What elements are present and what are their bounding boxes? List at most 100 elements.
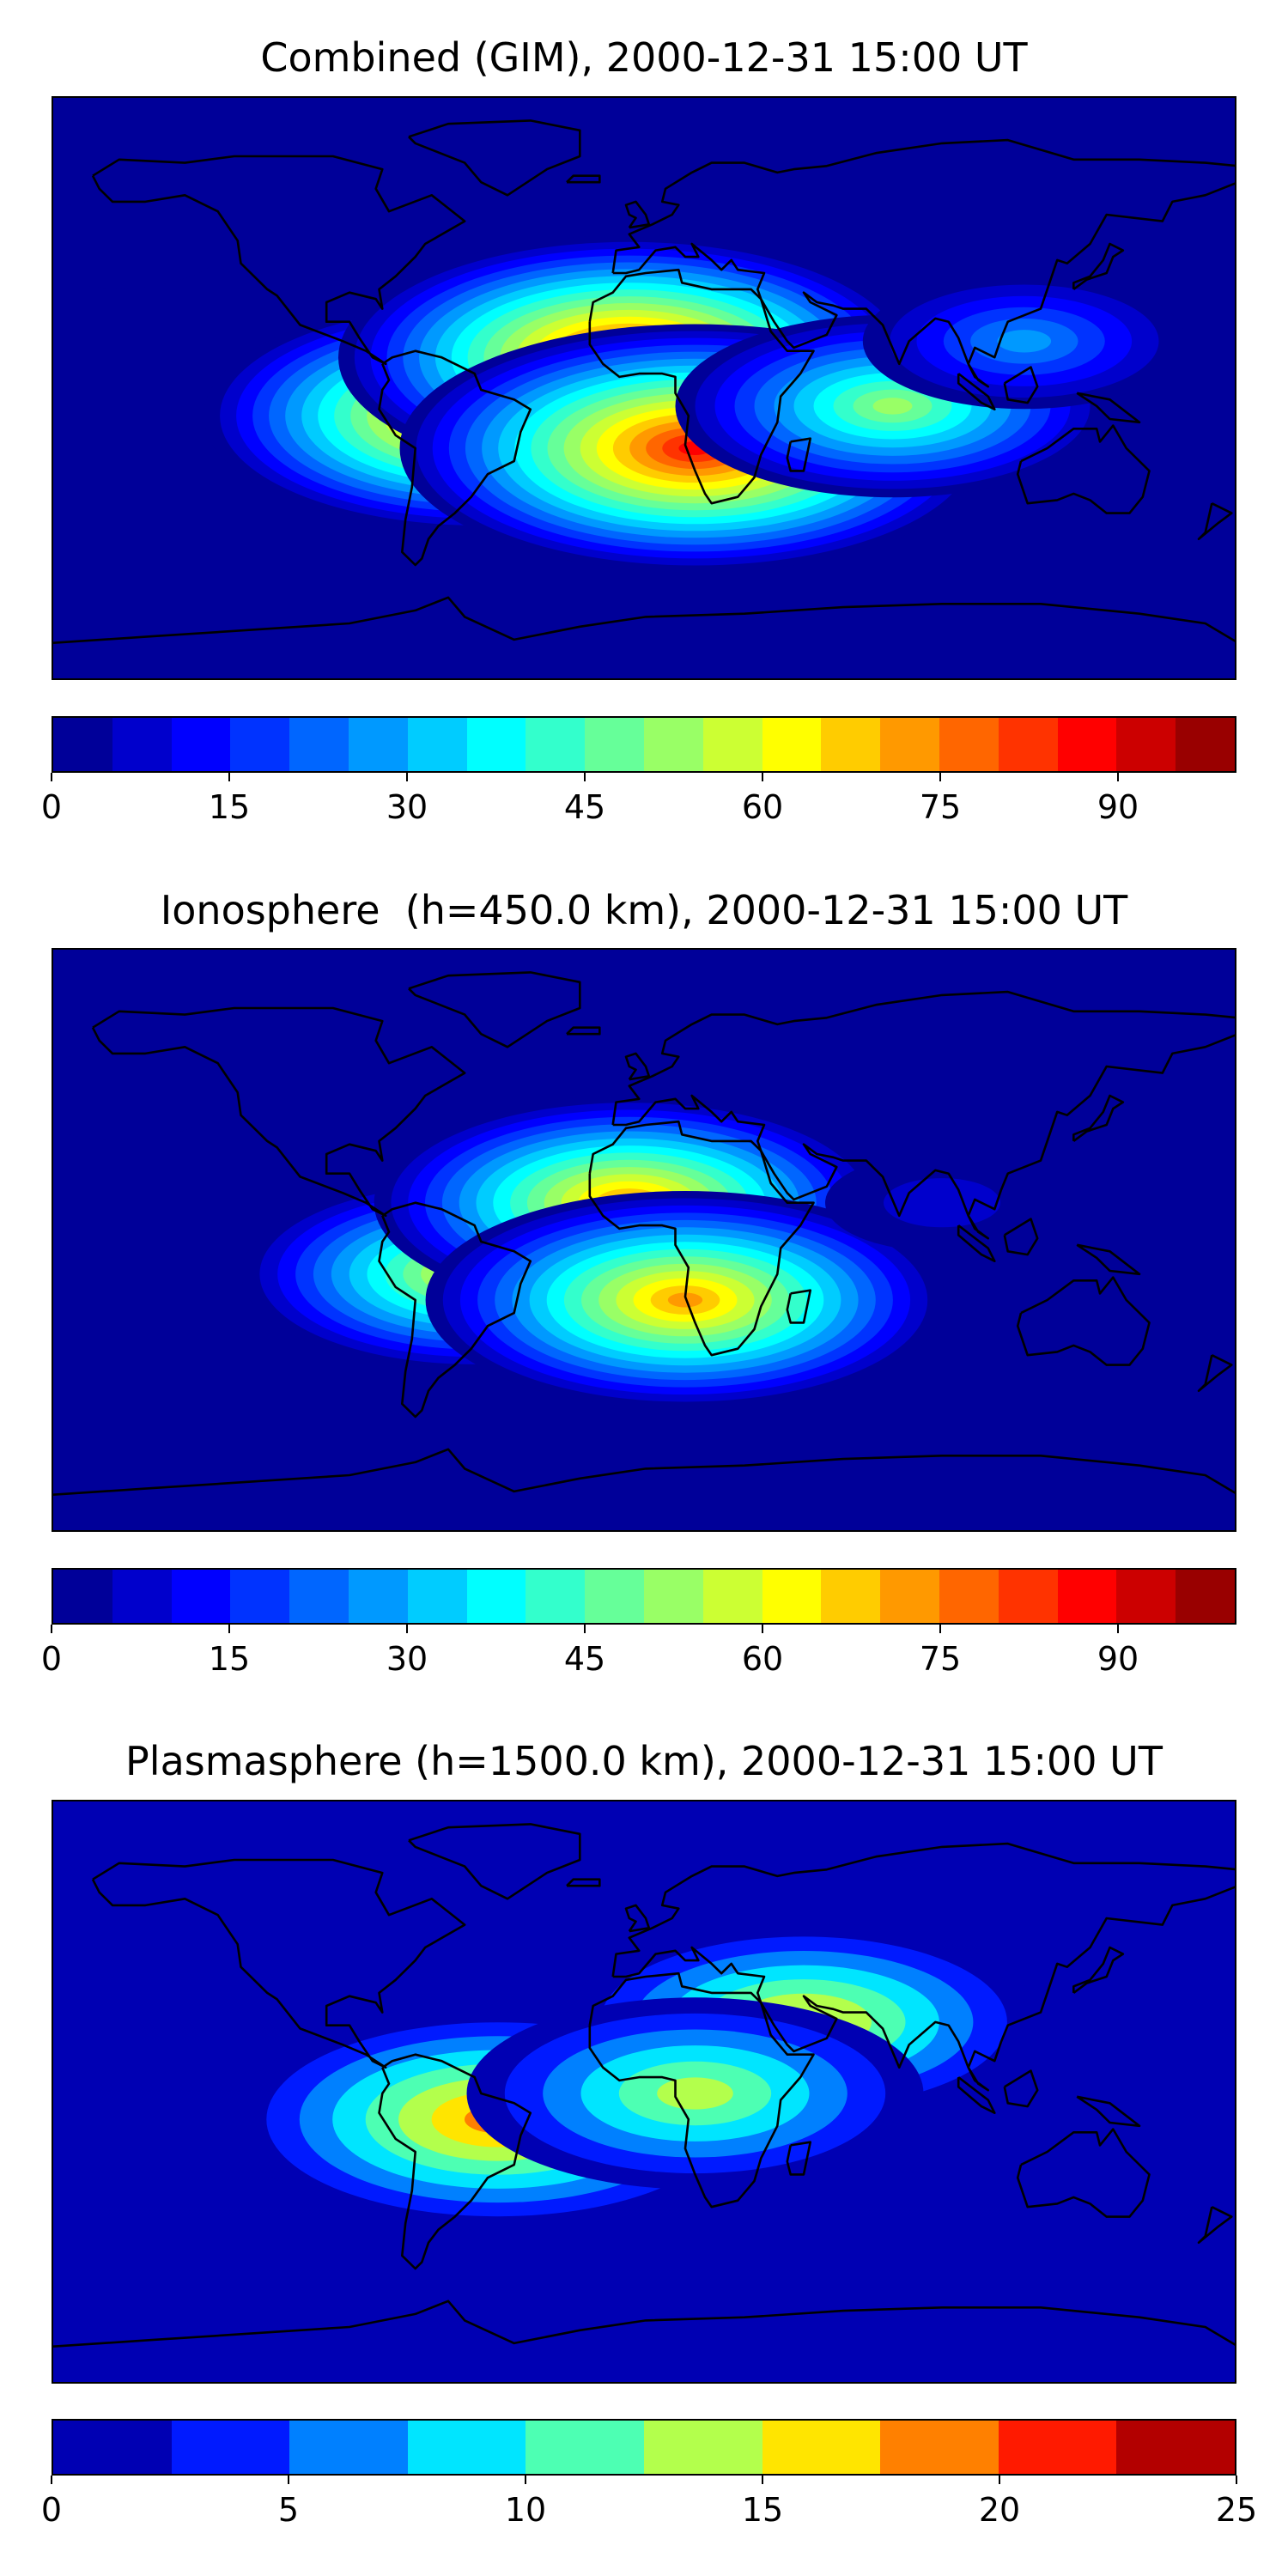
- combined-tick-mark: [762, 773, 763, 781]
- combined-colorbar-level: [289, 718, 349, 771]
- map-panel-combined: [52, 96, 1236, 680]
- plasmasphere-coastline-australia: [1016, 2128, 1151, 2218]
- ionosphere-tick-label: 15: [208, 1640, 251, 1678]
- ionosphere-colorbar-level: [289, 1570, 349, 1623]
- combined-colorbar-level: [939, 718, 999, 771]
- ionosphere-feature-2: [425, 1191, 945, 1409]
- plasmasphere-colorbar-level: [289, 2421, 408, 2474]
- combined-coastline-japan: [1072, 242, 1125, 290]
- combined-colorbar-level: [998, 718, 1058, 771]
- plasmasphere-tick-mark: [999, 2476, 1000, 2484]
- tec-map-combined: [53, 98, 1235, 678]
- combined-tick-label: 60: [741, 788, 784, 826]
- combined-coastline-greenland: [408, 119, 581, 197]
- ionosphere-colorbar-level: [702, 1570, 762, 1623]
- ionosphere-coastline-south-america: [378, 1201, 532, 1419]
- ionosphere-tick-label: 0: [40, 1640, 63, 1678]
- plasmasphere-coastline-eurasia: [611, 1842, 1235, 2092]
- ionosphere-coastline-greenland: [408, 971, 581, 1048]
- plasmasphere-tick-mark: [288, 2476, 289, 2484]
- plasmasphere-feature-2: [466, 1997, 924, 2190]
- combined-tick-label: 0: [40, 788, 63, 826]
- combined-coastline-madagascar: [786, 437, 812, 472]
- plasmasphere-coastline-japan: [1072, 1946, 1125, 1994]
- plasmasphere-colorbar-level: [1116, 2421, 1235, 2474]
- ionosphere-colorbar-level: [407, 1570, 467, 1623]
- plasmasphere-contour-band: [657, 2077, 733, 2110]
- plasmasphere-coastline-sumatra: [957, 2076, 996, 2115]
- combined-colorbar-level: [407, 718, 467, 771]
- combined-contour-band: [53, 199, 225, 289]
- plasmasphere-coastline-antarctica: [53, 2300, 1235, 2348]
- combined-feature-4: [862, 273, 1186, 410]
- combined-colorbar-level: [585, 718, 644, 771]
- plasmasphere-colorbar-level: [526, 2421, 644, 2474]
- combined-coastline-north-america: [91, 155, 466, 366]
- ionosphere-tick-label: 75: [919, 1640, 962, 1678]
- plasmasphere-coastlines: [53, 1823, 1235, 2348]
- ionosphere-coastline-new-guinea: [1076, 1243, 1141, 1276]
- ionosphere-colorbar-level: [1176, 1570, 1235, 1623]
- plasmasphere-colorbar-level: [53, 2421, 172, 2474]
- plasmasphere-coastline-africa: [588, 1971, 815, 2208]
- ionosphere-coastline-new-zealand: [1197, 1354, 1233, 1393]
- ionosphere-colorbar-level: [762, 1570, 822, 1623]
- ionosphere-colorbar-level: [526, 1570, 586, 1623]
- combined-colorbar-level: [702, 718, 762, 771]
- colorbar-ticks-plasmasphere: 0 5 10 15 20 25: [41, 2476, 1257, 2529]
- map-panel-ionosphere: [52, 948, 1236, 1532]
- chart-title-ionosphere: Ionosphere (h=450.0 km), 2000-12-31 15:0…: [160, 887, 1128, 933]
- combined-tick-label: 75: [919, 788, 962, 826]
- plasmasphere-tick-label: 20: [978, 2491, 1021, 2529]
- plasmasphere-tick-mark: [51, 2476, 52, 2484]
- combined-coastlines: [53, 119, 1235, 644]
- combined-colorbar-level: [348, 718, 408, 771]
- combined-tick-label: 30: [386, 788, 428, 826]
- combined-colorbar-level: [230, 718, 290, 771]
- combined-colorbar-level: [1057, 718, 1117, 771]
- combined-tick-label: 45: [563, 788, 606, 826]
- ionosphere-colorbar-level: [1057, 1570, 1117, 1623]
- combined-coastline-uk: [624, 200, 651, 229]
- ionosphere-coastline-australia: [1016, 1276, 1151, 1366]
- colorbar-combined: [52, 716, 1236, 773]
- combined-contour-band: [872, 398, 913, 415]
- ionosphere-coastline-africa: [588, 1120, 815, 1357]
- ionosphere-coastlines: [53, 971, 1235, 1496]
- ionosphere-tick-mark: [1117, 1625, 1119, 1633]
- plasmasphere-colorbar-level: [643, 2421, 762, 2474]
- combined-colorbar-level: [112, 718, 172, 771]
- ionosphere-colorbar-level: [53, 1570, 112, 1623]
- plasmasphere-tick-label: 15: [741, 2491, 784, 2529]
- ionosphere-colorbar-level: [585, 1570, 644, 1623]
- ionosphere-tick-label: 30: [386, 1640, 428, 1678]
- combined-colorbar-level: [762, 718, 822, 771]
- ionosphere-colorbar-level: [112, 1570, 172, 1623]
- ionosphere-colorbar-level: [939, 1570, 999, 1623]
- ionosphere-coastline-iceland: [566, 1026, 601, 1036]
- plasmasphere-colorbar-level: [407, 2421, 526, 2474]
- ionosphere-colorbar-level: [1116, 1570, 1176, 1623]
- combined-tick-mark: [584, 773, 586, 781]
- combined-coastline-borneo: [1003, 366, 1039, 404]
- combined-coastline-iceland: [566, 174, 601, 184]
- ionosphere-tick-label: 45: [563, 1640, 606, 1678]
- plasmasphere-tick-label: 0: [40, 2491, 63, 2529]
- combined-colorbar-level: [171, 718, 231, 771]
- chart-title-plasmasphere: Plasmasphere (h=1500.0 km), 2000-12-31 1…: [125, 1738, 1163, 1784]
- combined-colorbar-level: [1116, 718, 1176, 771]
- combined-colorbar-level: [466, 718, 526, 771]
- plasmasphere-coastline-borneo: [1003, 2069, 1039, 2108]
- ionosphere-colorbar-level: [998, 1570, 1058, 1623]
- ionosphere-coastline-madagascar: [786, 1289, 812, 1324]
- colorbar-plasmasphere: [52, 2419, 1236, 2476]
- plasmasphere-tick-mark: [762, 2476, 763, 2484]
- ionosphere-coastline-north-america: [91, 1006, 466, 1218]
- combined-tick-mark: [1117, 773, 1119, 781]
- plasmasphere-coastline-madagascar: [786, 2141, 812, 2176]
- combined-colorbar-level: [53, 718, 112, 771]
- combined-tick-mark: [51, 773, 52, 781]
- chart-title-combined: Combined (GIM), 2000-12-31 15:00 UT: [260, 34, 1028, 81]
- plasmasphere-tick-mark: [525, 2476, 526, 2484]
- combined-coastline-new-zealand: [1197, 502, 1233, 541]
